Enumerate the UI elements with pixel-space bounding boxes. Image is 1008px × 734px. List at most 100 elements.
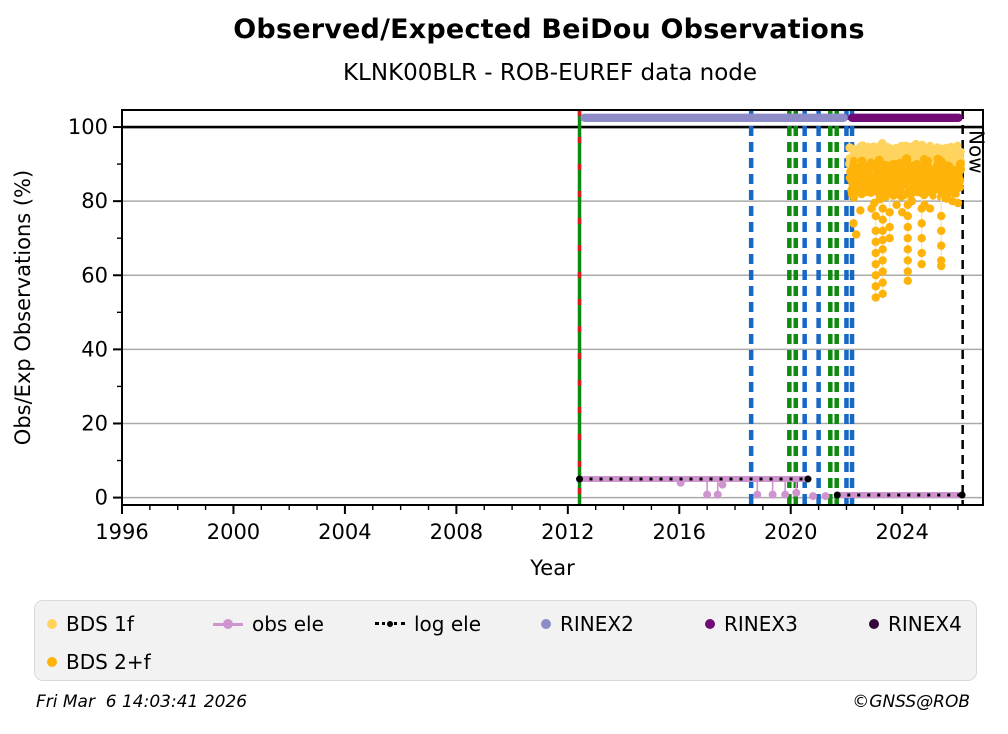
scatter-bds-2f	[888, 176, 897, 186]
legend: BDS 1f obs ele log ele RINEX2 RINEX3 RINEX4 BD…	[34, 600, 977, 681]
log-ele-end-dot	[958, 491, 966, 499]
legend-item-rinex2[interactable]: RINEX2	[541, 611, 634, 637]
y-tick-label: 80	[81, 189, 108, 213]
outlier-dot	[871, 293, 880, 302]
outlier-dot	[903, 256, 912, 265]
axes-frame	[121, 109, 984, 506]
legend-dotted-line-icon	[375, 618, 405, 630]
scatter-bds-1f	[856, 142, 866, 152]
outlier-dot	[878, 289, 887, 298]
now-label: Now	[965, 130, 989, 174]
scatter-bds-2f	[956, 164, 965, 174]
legend-item-rinex3[interactable]: RINEX3	[705, 611, 798, 637]
scatter-bds-2f	[862, 179, 872, 188]
outlier-dot	[925, 204, 935, 213]
y-tick-label: 60	[81, 263, 108, 287]
outlier-dot	[897, 208, 907, 217]
outlier-dot	[917, 259, 926, 269]
outlier-dot	[953, 198, 963, 208]
obs-ele-dip-dot	[718, 480, 727, 489]
outlier-dot	[871, 259, 880, 269]
obs-ele-dip-dot	[768, 490, 777, 499]
obs-ele-dip-dot	[713, 490, 722, 499]
outlier-dot	[878, 267, 887, 276]
scatter-bds-2f	[909, 163, 919, 173]
x-tick-label: 1996	[95, 520, 148, 544]
scatter-bds-1f	[942, 151, 951, 159]
outlier-dot	[871, 248, 880, 258]
outlier-dot	[871, 271, 880, 280]
outlier-dot	[878, 204, 887, 213]
scatter-bds-2f	[921, 177, 929, 185]
scatter-bds-2f	[868, 172, 877, 181]
x-tick-label: 2020	[764, 520, 817, 544]
outlier-dot	[871, 226, 880, 235]
scatter-bds-2f	[913, 178, 921, 186]
x-tick-label: 2024	[875, 520, 928, 544]
outlier-dot	[875, 195, 885, 204]
copyright: ©GNSS@ROB	[852, 692, 970, 712]
x-tick-label: 2000	[207, 520, 260, 544]
scatter-bds-2f	[887, 189, 896, 198]
scatter-bds-2f	[879, 185, 888, 194]
legend-item-bds-2-f[interactable]: BDS 2+f	[47, 649, 151, 675]
scatter-bds-2f	[944, 166, 952, 174]
scatter-bds-2f	[861, 173, 870, 182]
scatter-bds-2f	[850, 156, 858, 165]
legend-label: obs ele	[252, 612, 324, 636]
outlier-dot	[937, 261, 946, 271]
legend-dot-icon	[47, 657, 57, 667]
outlier-dot	[937, 241, 946, 250]
outlier-dot	[903, 222, 912, 232]
outlier-dot	[878, 278, 887, 287]
outlier-dot	[849, 219, 858, 228]
obs-ele-dip-dot	[781, 490, 790, 499]
outlier-dot	[871, 211, 880, 221]
scatter-bds-1f	[912, 149, 920, 157]
log-ele-end-dot	[833, 491, 841, 499]
outlier-dot	[903, 267, 912, 276]
scatter-bds-2f	[896, 178, 907, 189]
scatter-bds-2f	[850, 168, 857, 176]
obs-ele-dip-dot	[792, 488, 801, 497]
scatter-bds-2f	[954, 177, 963, 186]
obs-ele-dip-dot	[676, 478, 685, 487]
legend-label: RINEX4	[888, 612, 962, 636]
outlier-dot	[917, 248, 926, 258]
obs-ele-dip-dot	[703, 490, 712, 499]
outlier-dot	[878, 215, 887, 224]
log-ele-end-dot	[576, 475, 584, 483]
page-subtitle: KLNK00BLR - ROB-EUREF data node	[342, 60, 758, 86]
scatter-bds-1f	[886, 153, 895, 162]
scatter-bds-1f	[919, 146, 927, 154]
rinex-bar-rinex2	[580, 113, 848, 122]
legend-dot-icon	[47, 619, 57, 629]
y-tick-label: 20	[81, 411, 108, 435]
scatter-bds-2f	[889, 159, 899, 169]
legend-dot-icon	[541, 619, 551, 629]
x-tick-label: 2012	[541, 520, 594, 544]
outlier-dot	[878, 235, 887, 245]
outlier-dot	[903, 234, 912, 243]
obs-ele-dip-dot	[809, 492, 818, 501]
legend-item-obs-ele[interactable]: obs ele	[213, 611, 324, 637]
log-ele-end-dot	[804, 475, 812, 483]
outlier-dot	[907, 196, 917, 206]
scatter-bds-2f	[941, 176, 949, 185]
page-title: Observed/Expected BeiDou Observations	[233, 14, 865, 45]
rinex-bar-rinex3	[847, 113, 963, 122]
legend-item-log-ele[interactable]: log ele	[375, 611, 481, 637]
legend-label: RINEX3	[724, 612, 798, 636]
legend-item-bds-1f[interactable]: BDS 1f	[47, 611, 134, 637]
obs-ele-dip-dot	[821, 492, 830, 501]
scatter-bds-2f	[878, 174, 886, 182]
timestamp: Fri Mar 6 14:03:41 2026	[36, 692, 248, 712]
legend-label: BDS 1f	[66, 612, 134, 636]
scatter-bds-2f	[939, 160, 949, 170]
outlier-dot	[885, 234, 894, 243]
scatter-bds-2f	[914, 186, 923, 196]
legend-item-rinex4[interactable]: RINEX4	[869, 611, 962, 637]
scatter-bds-2f	[848, 186, 858, 195]
x-tick-label: 2016	[653, 520, 706, 544]
